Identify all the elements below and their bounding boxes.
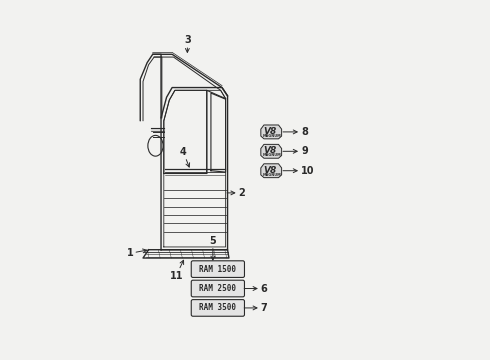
Text: RAM 1500: RAM 1500 xyxy=(199,265,236,274)
FancyBboxPatch shape xyxy=(191,261,245,278)
Text: MAGNUM: MAGNUM xyxy=(262,153,281,157)
Text: 10: 10 xyxy=(283,166,315,176)
Text: 7: 7 xyxy=(244,303,268,313)
FancyBboxPatch shape xyxy=(191,280,245,297)
Text: V8: V8 xyxy=(264,127,277,136)
Text: 1: 1 xyxy=(126,248,147,258)
Text: MAGNUM: MAGNUM xyxy=(262,172,281,177)
Text: RAM 3500: RAM 3500 xyxy=(199,303,236,312)
Text: 4: 4 xyxy=(180,147,190,167)
Polygon shape xyxy=(261,125,282,139)
Text: 8: 8 xyxy=(283,127,308,137)
Polygon shape xyxy=(261,144,282,158)
Text: RAM 2500: RAM 2500 xyxy=(199,284,236,293)
Text: 11: 11 xyxy=(170,260,184,280)
Text: V8: V8 xyxy=(264,166,277,175)
Polygon shape xyxy=(261,164,282,177)
Text: 9: 9 xyxy=(283,146,308,156)
Text: 6: 6 xyxy=(244,284,268,293)
Text: V8: V8 xyxy=(264,146,277,155)
Text: 2: 2 xyxy=(227,188,245,198)
FancyBboxPatch shape xyxy=(191,300,245,316)
Text: 3: 3 xyxy=(184,35,191,52)
Text: MAGNUM: MAGNUM xyxy=(262,134,281,138)
Text: 5: 5 xyxy=(210,236,216,260)
